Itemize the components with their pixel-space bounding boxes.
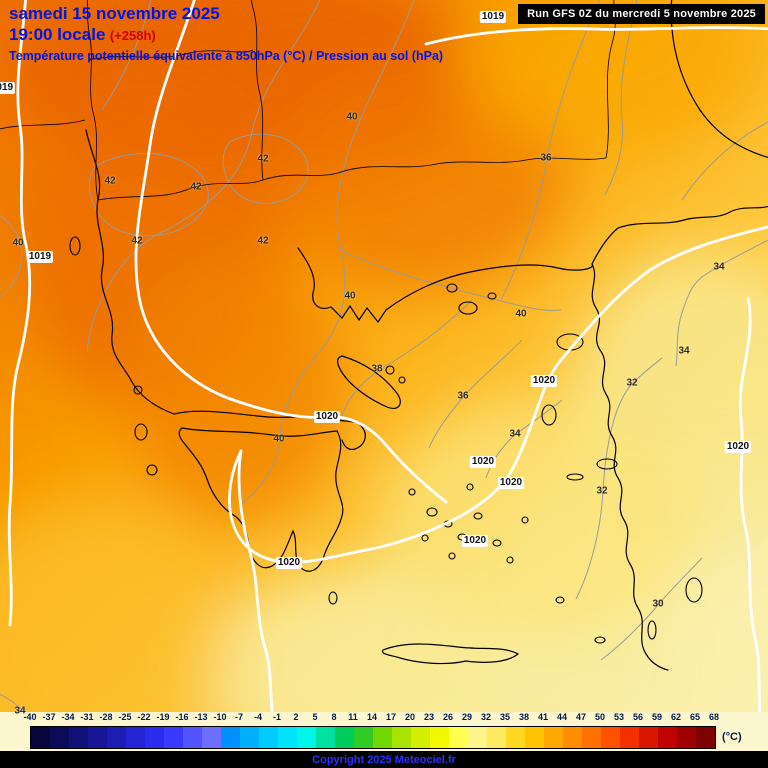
colorbar-tick: -25 — [118, 712, 132, 722]
colorbar-segment — [563, 727, 582, 748]
colorbar-tick: -7 — [234, 712, 244, 722]
colorbar-segment — [468, 727, 487, 748]
colorbar-tick: 29 — [461, 712, 473, 722]
colorbar-tick: 62 — [670, 712, 682, 722]
colorbar-tick: -40 — [23, 712, 37, 722]
map-subtitle: Température potentielle équivalente à 85… — [9, 49, 444, 63]
colorbar-tick: -16 — [175, 712, 189, 722]
colorbar-segment — [392, 727, 411, 748]
colorbar-tick: 68 — [708, 712, 720, 722]
islands — [69, 236, 703, 644]
isobar-lines — [7, 0, 768, 712]
colorbar-segment — [525, 727, 544, 748]
colorbar-tick: 5 — [312, 712, 318, 722]
colorbar-segment — [620, 727, 639, 748]
colorbar-segment — [221, 727, 240, 748]
forecast-time: 19:00 locale — [9, 25, 106, 44]
colorbar-segment — [240, 727, 259, 748]
colorbar-tick: 59 — [651, 712, 663, 722]
colorbar-tick: 44 — [556, 712, 568, 722]
colorbar-segment — [335, 727, 354, 748]
forecast-date: samedi 15 novembre 2025 — [9, 4, 220, 23]
colorbar-segment — [487, 727, 506, 748]
colorbar-tick: -31 — [80, 712, 94, 722]
colorbar-tick: -19 — [156, 712, 170, 722]
colorbar-segment — [411, 727, 430, 748]
colorbar-segment — [677, 727, 696, 748]
colorbar-tick: 32 — [480, 712, 492, 722]
colorbar-tick: 38 — [518, 712, 530, 722]
colorbar-tick: -37 — [42, 712, 56, 722]
colorbar-tick: -22 — [137, 712, 151, 722]
colorbar-tick: 41 — [537, 712, 549, 722]
colorbar-tick: 20 — [404, 712, 416, 722]
colorbar-tick: 17 — [385, 712, 397, 722]
unit-label: (°C) — [722, 731, 742, 743]
copyright-bar: Copyright 2025 Meteociel.fr — [0, 751, 768, 768]
colorbar-segment — [601, 727, 620, 748]
colorbar-segment — [278, 727, 297, 748]
colorbar-tick: -34 — [61, 712, 75, 722]
colorbar-tick: 8 — [331, 712, 337, 722]
colorbar-segment — [297, 727, 316, 748]
colorbar-segment — [449, 727, 468, 748]
colorbar-tick: 11 — [348, 712, 358, 722]
colorbar-segment — [430, 727, 449, 748]
colorbar-segment — [183, 727, 202, 748]
colorbar-tick: -1 — [272, 712, 282, 722]
colorbar-segment — [50, 727, 69, 748]
colorbar-segment — [354, 727, 373, 748]
colorbar-tick: -10 — [213, 712, 227, 722]
colorbar-tick: -13 — [194, 712, 208, 722]
copyright-text: Copyright 2025 Meteociel.fr — [312, 753, 456, 766]
colorbar-tick: -4 — [253, 712, 263, 722]
colorbar-segment — [582, 727, 601, 748]
colorbar-segment — [506, 727, 525, 748]
colorbar-tick: 47 — [575, 712, 587, 722]
colorbar-segment — [696, 727, 715, 748]
colorbar-segment — [639, 727, 658, 748]
colorbar-segment — [126, 727, 145, 748]
colorbar-tick: 26 — [442, 712, 454, 722]
colorbar — [30, 726, 716, 749]
coastlines — [85, 0, 768, 671]
colorbar-segment — [544, 727, 563, 748]
forecast-offset: (+258h) — [109, 28, 156, 43]
border-lines — [0, 0, 616, 201]
colorbar-segment — [88, 727, 107, 748]
colorbar-tick: 56 — [632, 712, 644, 722]
colorbar-segment — [69, 727, 88, 748]
colorbar-segment — [164, 727, 183, 748]
colorbar-segment — [202, 727, 221, 748]
colorbar-segment — [316, 727, 335, 748]
colorbar-segment — [259, 727, 278, 748]
colorbar-segment — [658, 727, 677, 748]
colorbar-tick: 14 — [366, 712, 378, 722]
colorbar-tick: 2 — [293, 712, 299, 722]
colorbar-segment — [107, 727, 126, 748]
run-info-box: Run GFS 0Z du mercredi 5 novembre 2025 — [518, 4, 765, 24]
map-header: samedi 15 novembre 2025 19:00 locale (+2… — [9, 3, 443, 63]
colorbar-tick: 23 — [423, 712, 435, 722]
colorbar-tick: 65 — [689, 712, 701, 722]
colorbar-segment — [373, 727, 392, 748]
colorbar-tick: 50 — [594, 712, 606, 722]
forecast-time-row: 19:00 locale (+258h) — [9, 24, 443, 46]
colorbar-tick: 53 — [613, 712, 625, 722]
colorbar-tick: -28 — [99, 712, 113, 722]
colorbar-segment — [145, 727, 164, 748]
colorbar-segment — [31, 727, 50, 748]
colorbar-tick: 35 — [499, 712, 511, 722]
colorbar-ticks: -40 -37 -34 -31 -28 -25 -22 -19 -16 -13 -10 -7 -4 -1 2… — [0, 711, 768, 724]
